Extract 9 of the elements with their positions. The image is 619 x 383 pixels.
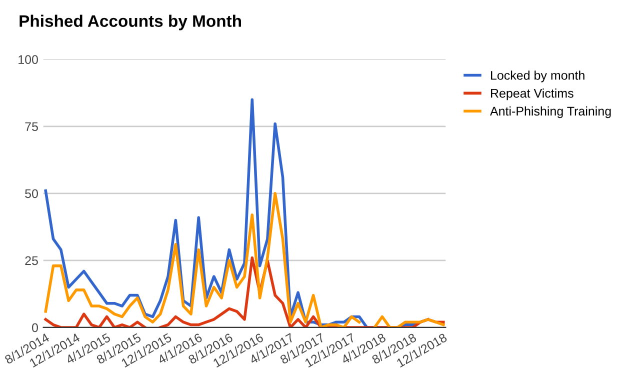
y-tick-label: 75: [25, 122, 38, 132]
y-tick-label: 100: [18, 55, 38, 64]
y-tick-label: 0: [32, 323, 38, 332]
chart-title: Phished Accounts by Month: [20, 14, 241, 30]
legend-label: Locked by month: [491, 70, 584, 82]
legend-label: Repeat Victims: [491, 88, 574, 100]
y-tick-label: 25: [25, 256, 38, 266]
legend-label: Anti-Phishing Training: [490, 106, 611, 118]
y-tick-label: 50: [25, 189, 38, 198]
